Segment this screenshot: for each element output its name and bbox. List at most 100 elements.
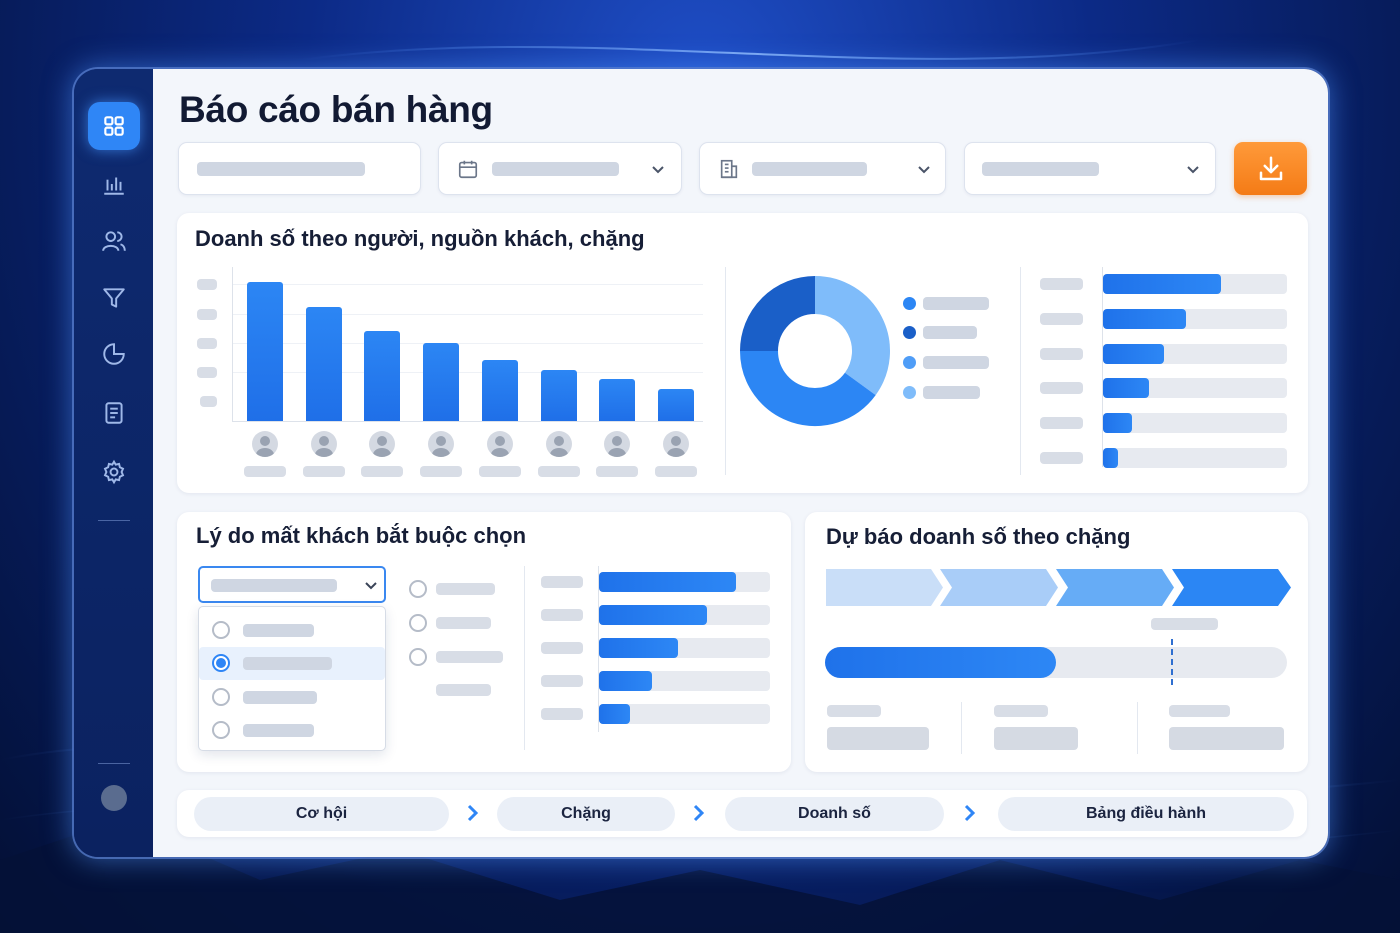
legend-dot bbox=[903, 297, 916, 310]
flow-step-dashboard[interactable]: Bảng điều hành bbox=[998, 797, 1294, 831]
bar-category-label bbox=[1040, 452, 1083, 464]
legend-label bbox=[923, 386, 980, 399]
chevron-down-icon bbox=[652, 166, 664, 174]
option-label bbox=[243, 724, 314, 737]
salesperson-name bbox=[361, 466, 404, 477]
dashboard-grid-icon bbox=[104, 116, 124, 136]
chart-bar bbox=[364, 330, 401, 421]
branch-filter[interactable] bbox=[699, 142, 946, 195]
salesperson-avatar bbox=[486, 431, 513, 457]
stat-label bbox=[827, 705, 881, 717]
section-divider bbox=[1020, 267, 1021, 475]
building-icon bbox=[720, 159, 738, 179]
reason-radio[interactable] bbox=[409, 580, 427, 598]
bar-track bbox=[1103, 448, 1287, 468]
reason-label bbox=[436, 583, 495, 595]
export-button[interactable] bbox=[1234, 142, 1307, 195]
sidebar-item-dashboard[interactable] bbox=[88, 102, 140, 150]
dropdown-option[interactable] bbox=[199, 614, 385, 647]
bar-fill bbox=[1103, 308, 1186, 329]
bar-category-label bbox=[541, 609, 583, 621]
sidebar-item-settings[interactable] bbox=[88, 448, 140, 496]
sidebar-item-reports[interactable] bbox=[88, 160, 140, 208]
sidebar bbox=[74, 69, 154, 857]
reason-label bbox=[436, 684, 491, 696]
sidebar-item-customers[interactable] bbox=[88, 217, 140, 265]
legend-dot bbox=[903, 356, 916, 369]
salesperson-name bbox=[478, 466, 521, 477]
bar-track bbox=[1103, 413, 1287, 434]
y-tick-label bbox=[197, 279, 217, 290]
option-radio-selected[interactable] bbox=[212, 654, 230, 672]
dropdown-option[interactable] bbox=[199, 714, 385, 747]
option-radio[interactable] bbox=[212, 621, 230, 639]
chevron-down-icon bbox=[918, 166, 930, 174]
user-avatar[interactable] bbox=[101, 785, 127, 811]
option-radio[interactable] bbox=[212, 688, 230, 706]
chart-bar bbox=[599, 379, 636, 421]
date-filter[interactable] bbox=[438, 142, 682, 195]
stat-value bbox=[827, 727, 929, 750]
section-divider bbox=[725, 267, 726, 475]
sidebar-item-documents[interactable] bbox=[88, 389, 140, 437]
salesperson-name bbox=[596, 466, 639, 477]
chart-bar bbox=[481, 359, 518, 421]
flow-step-revenue[interactable]: Doanh số bbox=[725, 797, 944, 831]
settings-gear-icon bbox=[103, 459, 125, 485]
lost-card-title: Lý do mất khách bắt buộc chọn bbox=[196, 523, 527, 548]
legend-dot bbox=[903, 386, 916, 399]
bar-fill bbox=[1103, 413, 1133, 434]
stage-chevron bbox=[826, 569, 943, 606]
sales-card-title: Doanh số theo người, nguồn khách, chặng bbox=[195, 226, 645, 251]
sidebar-item-analytics[interactable] bbox=[88, 330, 140, 378]
bar-fill bbox=[599, 704, 630, 724]
stat-label bbox=[1169, 705, 1230, 717]
target-label bbox=[1151, 618, 1218, 630]
stage-chevron bbox=[1056, 569, 1174, 606]
bar-fill bbox=[1103, 274, 1221, 294]
lead-source-donut-chart bbox=[740, 276, 890, 426]
target-marker bbox=[1171, 639, 1173, 685]
option-label bbox=[243, 657, 332, 670]
flow-step-stage[interactable]: Chặng bbox=[497, 797, 675, 831]
forecast-card-title: Dự báo doanh số theo chặng bbox=[826, 524, 1131, 549]
search-filter[interactable] bbox=[178, 142, 421, 195]
salesperson-avatar bbox=[428, 431, 455, 457]
source-filter[interactable] bbox=[964, 142, 1216, 195]
flow-step-opportunity[interactable]: Cơ hội bbox=[194, 797, 449, 831]
chevron-right-icon bbox=[467, 804, 479, 822]
pie-chart-icon bbox=[103, 343, 125, 365]
forecast-card: Dự báo doanh số theo chặng bbox=[805, 512, 1308, 772]
workflow-breadcrumb: Cơ hội Chặng Doanh số Bảng điều hành bbox=[177, 790, 1307, 837]
grid-line bbox=[233, 284, 703, 285]
forecast-progress-fill bbox=[825, 647, 1056, 678]
lost-reason-card: Lý do mất khách bắt buộc chọn bbox=[177, 512, 791, 772]
sidebar-item-filter[interactable] bbox=[88, 274, 140, 322]
filter-funnel-icon bbox=[103, 288, 125, 308]
salesperson-avatar bbox=[604, 431, 631, 457]
y-tick-label bbox=[197, 338, 217, 349]
stage-chevron bbox=[1172, 569, 1291, 606]
bar-fill bbox=[1103, 343, 1164, 364]
section-divider bbox=[524, 566, 525, 750]
salesperson-name bbox=[302, 466, 345, 477]
stat-label bbox=[994, 705, 1048, 717]
reason-radio[interactable] bbox=[409, 648, 427, 666]
dropdown-option[interactable] bbox=[199, 681, 385, 714]
dropdown-option-selected[interactable] bbox=[199, 647, 385, 680]
bar-category-label bbox=[1040, 382, 1083, 395]
forecast-progress-track bbox=[825, 647, 1287, 678]
lost-reason-select[interactable] bbox=[198, 566, 386, 603]
chevron-down-icon bbox=[1187, 166, 1199, 174]
bar-fill bbox=[599, 671, 652, 691]
bar-category-label bbox=[541, 675, 583, 687]
salesperson-name bbox=[654, 466, 697, 477]
salesperson-name bbox=[420, 466, 463, 477]
y-tick-label bbox=[200, 396, 217, 407]
legend-label bbox=[923, 326, 977, 339]
grid-line bbox=[233, 343, 703, 344]
reason-radio[interactable] bbox=[409, 614, 427, 632]
donut-slice bbox=[740, 350, 876, 426]
option-radio[interactable] bbox=[212, 721, 230, 739]
chart-bar bbox=[423, 343, 460, 421]
